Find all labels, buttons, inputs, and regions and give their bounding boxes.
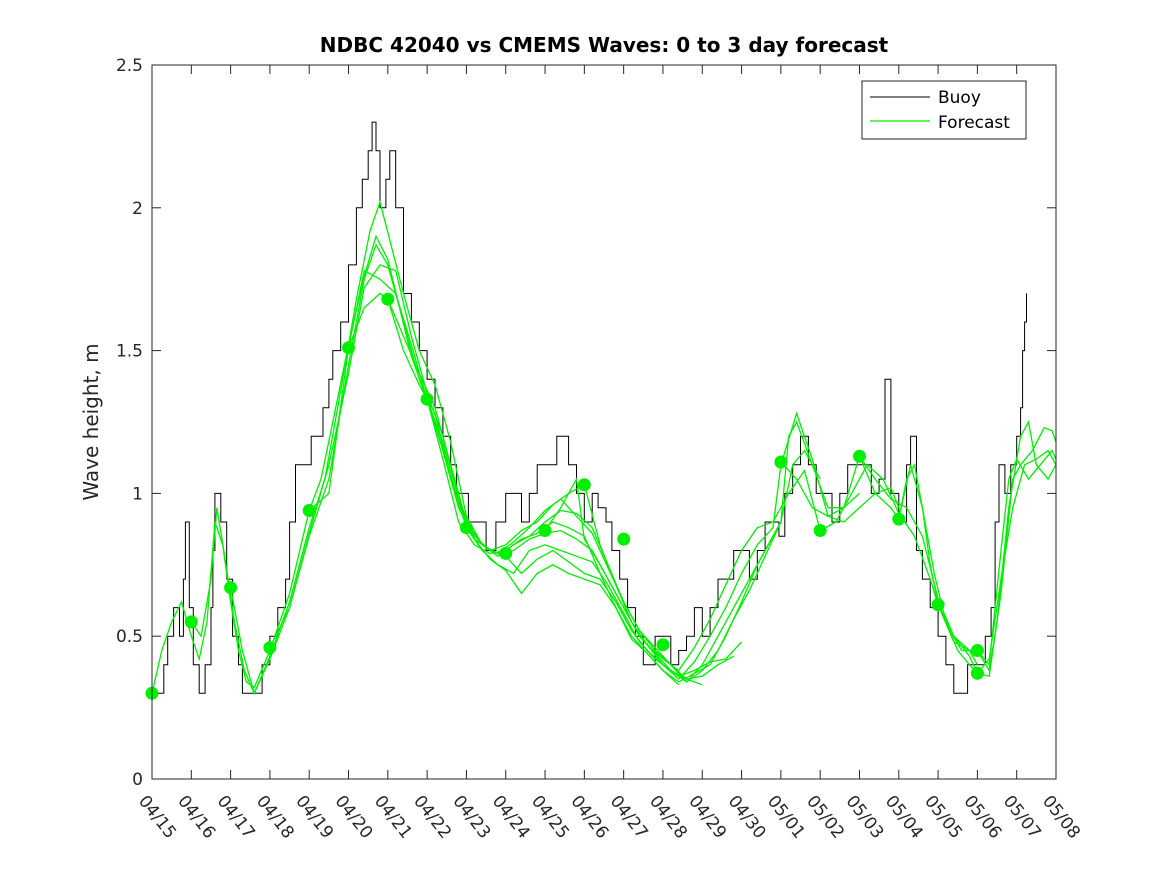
forecast-marker-15 bbox=[813, 524, 827, 537]
axes-box bbox=[151, 64, 1057, 780]
forecast-run-line-5 bbox=[347, 292, 821, 683]
forecast-marker-20 bbox=[970, 666, 984, 680]
y-tick-label: 2.5 bbox=[116, 56, 143, 76]
forecast-marker-18 bbox=[931, 598, 945, 612]
y-tick-label: 0 bbox=[132, 770, 143, 790]
forecast-marker-8 bbox=[459, 521, 473, 535]
forecast-marker-13 bbox=[656, 638, 670, 652]
forecast-marker-4 bbox=[302, 504, 316, 517]
legend: Buoy Forecast bbox=[861, 80, 1027, 140]
forecast-marker-12 bbox=[617, 532, 631, 546]
forecast-marker-7 bbox=[420, 392, 434, 406]
y-tick-label: 0.5 bbox=[116, 627, 143, 647]
forecast-marker-5 bbox=[342, 341, 355, 355]
forecast-marker-6 bbox=[381, 292, 395, 306]
forecast-run-line-7 bbox=[426, 399, 900, 680]
plot-area bbox=[152, 65, 1056, 779]
forecast-run-line-4 bbox=[308, 269, 782, 683]
forecast-marker-11 bbox=[577, 478, 591, 492]
forecast-run-line-12 bbox=[937, 420, 1057, 673]
y-tick-label: 1.5 bbox=[116, 342, 143, 362]
legend-buoy-label: Buoy bbox=[938, 88, 981, 108]
forecast-run-line-0 bbox=[151, 234, 680, 694]
forecast-marker-2 bbox=[224, 581, 238, 595]
forecast-marker-3 bbox=[263, 641, 277, 655]
legend-box bbox=[861, 80, 1027, 140]
y-tick-label: 2 bbox=[132, 199, 143, 219]
y-tick-label: 1 bbox=[132, 484, 143, 504]
forecast-marker-19 bbox=[970, 644, 984, 657]
forecast-marker-9 bbox=[499, 546, 513, 560]
marker-layer bbox=[145, 292, 984, 700]
chart-title: NDBC 42040 vs CMEMS Waves: 0 to 3 day fo… bbox=[320, 33, 889, 57]
forecast-marker-16 bbox=[853, 449, 866, 463]
legend-forecast-label: Forecast bbox=[938, 113, 1010, 133]
forecast-run-line-8 bbox=[544, 463, 978, 672]
y-axis-label: Wave height, m bbox=[79, 343, 103, 500]
forecast-marker-1 bbox=[184, 615, 198, 629]
forecast-marker-10 bbox=[538, 524, 552, 537]
forecast-marker-14 bbox=[774, 455, 788, 469]
forecast-marker-17 bbox=[892, 512, 906, 526]
